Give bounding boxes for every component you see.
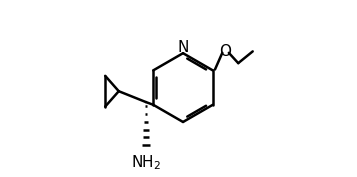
- Text: N: N: [177, 40, 189, 55]
- Text: NH$_2$: NH$_2$: [131, 154, 161, 172]
- Text: O: O: [220, 44, 232, 59]
